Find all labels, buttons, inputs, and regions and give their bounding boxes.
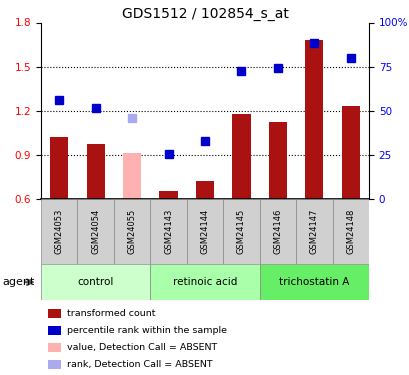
Bar: [77, 199, 114, 264]
Text: GSM24145: GSM24145: [236, 209, 245, 254]
Text: agent: agent: [2, 277, 34, 287]
Bar: [150, 264, 259, 300]
Bar: [50, 137, 68, 199]
Text: GSM24146: GSM24146: [273, 209, 282, 254]
Text: percentile rank within the sample: percentile rank within the sample: [67, 326, 227, 335]
Bar: [295, 199, 332, 264]
Text: transformed count: transformed count: [67, 309, 155, 318]
Text: GSM24148: GSM24148: [346, 209, 355, 254]
Bar: [196, 181, 213, 199]
Bar: [159, 191, 177, 199]
Bar: [41, 199, 77, 264]
Bar: [187, 199, 222, 264]
Bar: [259, 199, 295, 264]
Text: GSM24054: GSM24054: [91, 209, 100, 254]
Bar: [114, 199, 150, 264]
Bar: [304, 40, 323, 199]
Text: GSM24053: GSM24053: [54, 209, 63, 254]
Bar: [341, 106, 359, 199]
Bar: [259, 264, 368, 300]
Text: rank, Detection Call = ABSENT: rank, Detection Call = ABSENT: [67, 360, 212, 369]
Bar: [47, 360, 61, 369]
Bar: [232, 114, 250, 199]
Bar: [222, 199, 259, 264]
Bar: [86, 144, 105, 199]
Text: GSM24144: GSM24144: [200, 209, 209, 254]
Text: GSM24147: GSM24147: [309, 209, 318, 254]
Text: GSM24143: GSM24143: [164, 209, 173, 254]
Text: trichostatin A: trichostatin A: [279, 277, 348, 287]
Bar: [150, 199, 187, 264]
Bar: [268, 122, 286, 199]
Text: value, Detection Call = ABSENT: value, Detection Call = ABSENT: [67, 343, 217, 352]
Bar: [47, 309, 61, 318]
Text: control: control: [77, 277, 114, 287]
Bar: [332, 199, 368, 264]
Title: GDS1512 / 102854_s_at: GDS1512 / 102854_s_at: [121, 8, 288, 21]
Text: retinoic acid: retinoic acid: [172, 277, 237, 287]
Text: GSM24055: GSM24055: [127, 209, 136, 254]
Bar: [47, 326, 61, 335]
Bar: [41, 264, 150, 300]
Bar: [47, 343, 61, 352]
Bar: [123, 153, 141, 199]
